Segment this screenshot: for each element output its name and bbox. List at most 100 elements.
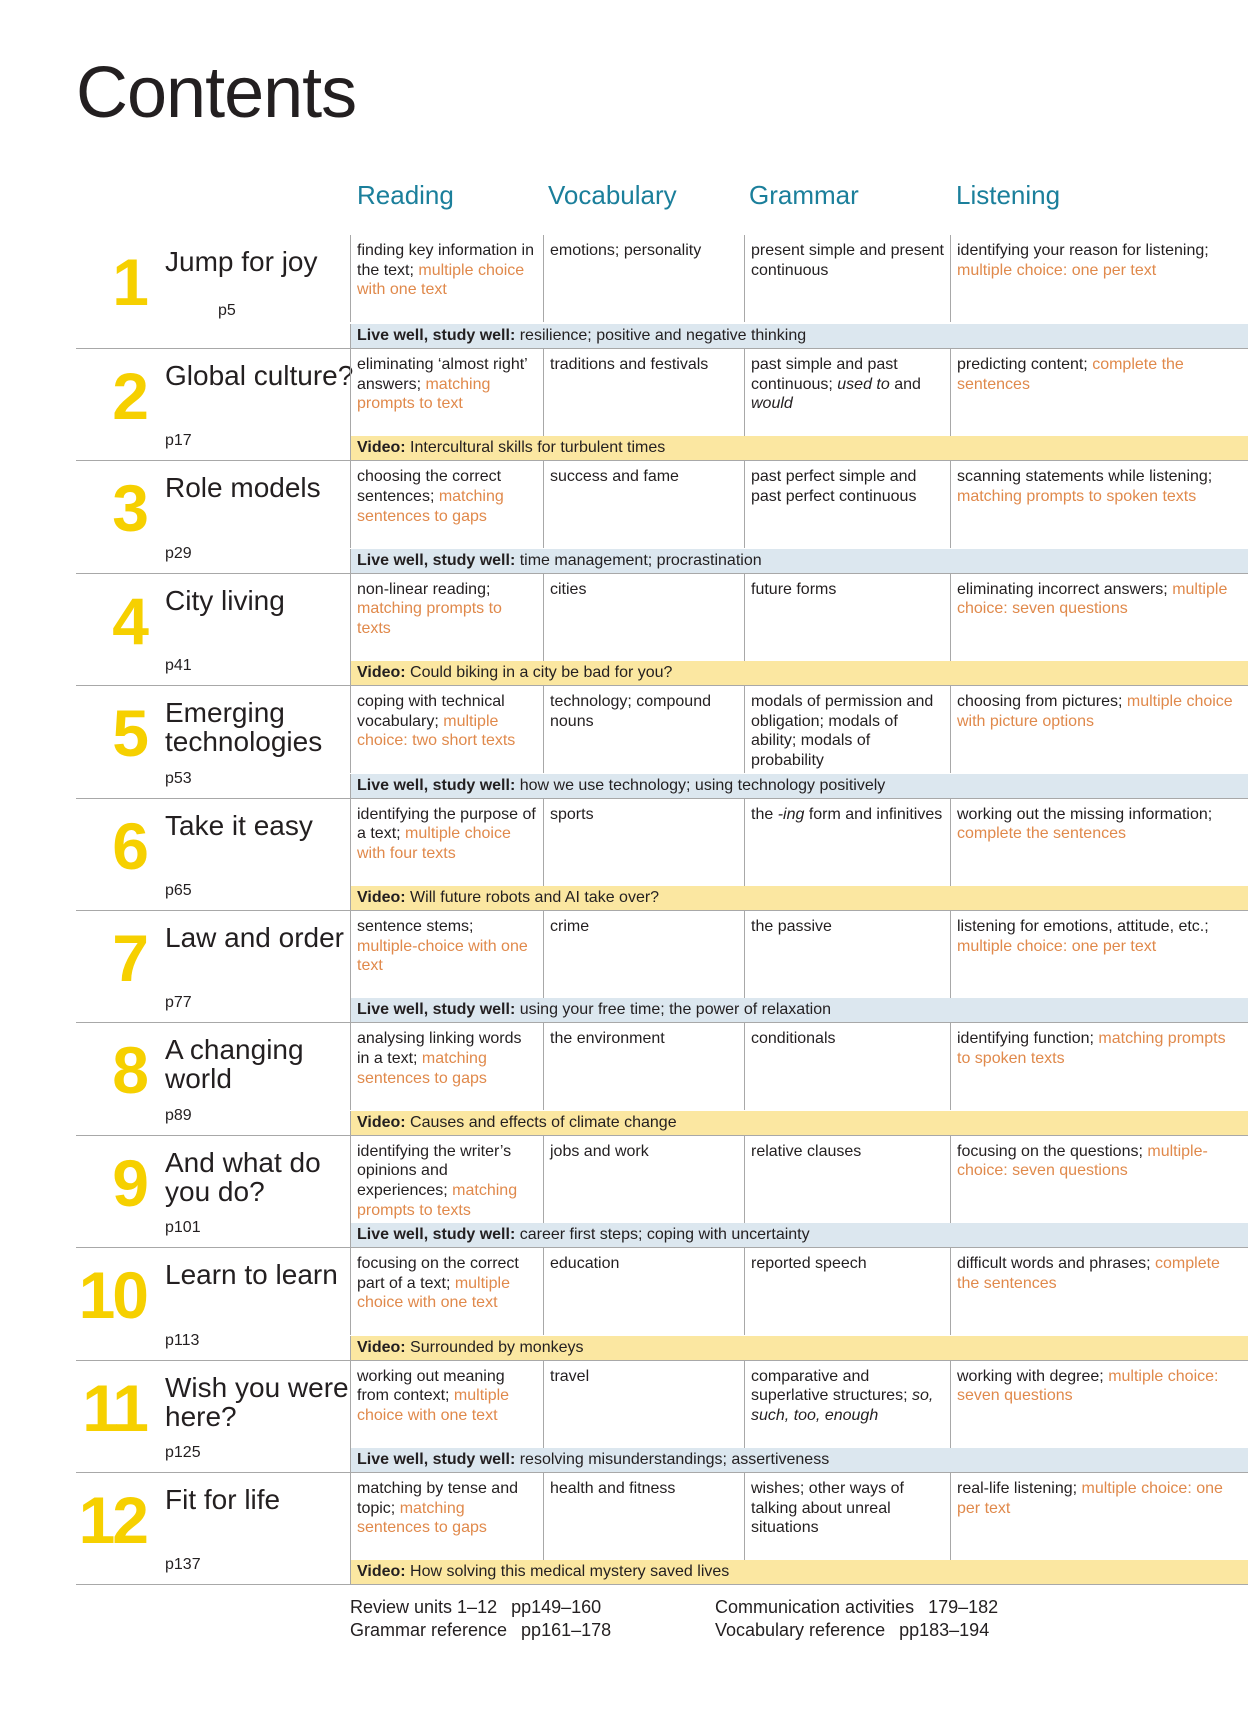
- unit-row: 7 Law and order p77 sentence stems; multipl…: [76, 910, 1248, 1024]
- unit-title[interactable]: Wish you were here?: [165, 1371, 349, 1432]
- footer-item[interactable]: Grammar reference pp161–178: [350, 1620, 612, 1640]
- cell-text: past simple and past continuous;: [751, 356, 898, 393]
- video-band[interactable]: Video: Could biking in a city be bad for…: [350, 661, 1248, 686]
- unit-title[interactable]: Emerging technologies: [165, 697, 323, 758]
- task-type: matching sentences to gaps: [357, 487, 504, 525]
- reading-cell: analysing linking words in a text; match…: [350, 1023, 543, 1111]
- cell-text: choosing from pictures;: [957, 693, 1127, 711]
- band-label: Video:: [357, 1563, 406, 1581]
- unit-title[interactable]: Take it easy: [165, 809, 313, 841]
- video-band[interactable]: Video: Intercultural skills for turbulen…: [350, 436, 1248, 461]
- unit-title[interactable]: Learn to learn: [165, 1259, 338, 1291]
- listening-cell: real-life listening; multiple choice: on…: [950, 1472, 1248, 1560]
- cell-text: past perfect simple and past perfect con…: [751, 468, 917, 505]
- band-label: Video:: [357, 1338, 406, 1356]
- unit-row: 9 And what do you do? p101 identifying the …: [76, 1135, 1248, 1249]
- listening-cell: predicting content; complete the sentenc…: [950, 349, 1248, 436]
- unit-number: 9: [112, 1145, 149, 1220]
- vocabulary-cell: jobs and work: [543, 1135, 744, 1223]
- video-band[interactable]: Video: Surrounded by monkeys: [350, 1335, 1248, 1360]
- footer-item[interactable]: Vocabulary reference pp183–194: [715, 1620, 990, 1640]
- task-type: complete the sentences: [957, 825, 1126, 843]
- unit-page[interactable]: p125: [165, 1443, 201, 1461]
- cell-text: predicting content;: [957, 356, 1093, 373]
- unit-title[interactable]: Jump for joy: [165, 246, 318, 277]
- live-well-band: Live well, study well: resilience; posit…: [350, 324, 1248, 348]
- video-band[interactable]: Video: How solving this medical mystery …: [350, 1560, 1248, 1585]
- cell-text: analysing linking words in a text;: [357, 1030, 522, 1067]
- unit-cells: identifying the writer’s opinions and ex…: [350, 1135, 1248, 1223]
- task-type: matching sentences to gaps: [357, 1049, 487, 1087]
- unit-row: 8 A changing world p89 analysing linking wo…: [76, 1023, 1248, 1136]
- grammar-cell: the -ing form and infinitives: [744, 798, 950, 886]
- band-text: how we use technology; using technology …: [515, 776, 886, 794]
- footer-item[interactable]: Communication activities 179–182: [715, 1597, 999, 1617]
- unit-number: 11: [82, 1370, 149, 1445]
- task-type: matching prompts to text: [357, 375, 491, 413]
- unit-cells: coping with technical vocabulary; multip…: [350, 686, 1248, 774]
- grammar-cell: wishes; other ways of talking about unre…: [744, 1472, 950, 1560]
- cell-text: sports: [550, 805, 594, 823]
- grammar-cell: conditionals: [744, 1023, 950, 1111]
- cell-text: identifying the purpose of a text;: [357, 805, 536, 843]
- vocabulary-cell: health and fitness: [543, 1472, 744, 1560]
- unit-page[interactable]: p65: [165, 881, 192, 899]
- cell-text: identifying your reason for listening;: [957, 242, 1209, 259]
- unit-cells: matching by tense and topic; matching se…: [350, 1472, 1248, 1560]
- footer-right: Communication activities 179–182 Vocabula…: [715, 1596, 998, 1642]
- unit-page[interactable]: p29: [165, 544, 192, 562]
- unit-title[interactable]: Role models: [165, 472, 321, 504]
- unit-title[interactable]: A changing world: [165, 1034, 304, 1095]
- band-text: Could biking in a city be bad for you?: [405, 664, 673, 682]
- task-type: multiple choice: seven questions: [957, 580, 1228, 618]
- unit-page[interactable]: p41: [165, 657, 192, 675]
- unit-page[interactable]: p53: [165, 769, 192, 787]
- unit-page[interactable]: p137: [165, 1556, 201, 1574]
- unit-title[interactable]: City living: [165, 584, 285, 616]
- cell-text: modals of permission and obligation; mod…: [751, 693, 934, 769]
- unit-row: 1 Jump for joy p5 finding key information i…: [76, 235, 1248, 349]
- unit-page[interactable]: p5: [218, 302, 236, 319]
- unit-page[interactable]: p89: [165, 1106, 192, 1124]
- column-header-vocabulary: Vocabulary: [548, 180, 677, 210]
- vocabulary-cell: crime: [543, 910, 744, 998]
- unit-page[interactable]: p17: [165, 432, 192, 450]
- cell-text: technology; compound nouns: [550, 693, 711, 730]
- reading-cell: non-linear reading; matching prompts to …: [350, 573, 543, 661]
- cell-text: health and fitness: [550, 1479, 676, 1497]
- unit-page[interactable]: p101: [165, 1219, 201, 1237]
- band-text: using your free time; the power of relax…: [515, 1001, 831, 1019]
- grammar-cell: past perfect simple and past perfect con…: [744, 461, 950, 549]
- cell-text: eliminating ‘almost right’ answers;: [357, 356, 528, 393]
- unit-title[interactable]: Global culture?: [165, 360, 354, 391]
- cell-text: the: [751, 805, 778, 823]
- unit-title[interactable]: Fit for life: [165, 1483, 281, 1515]
- contents-table: 1 Jump for joy p5 finding key information i…: [76, 235, 1248, 1586]
- column-header-reading: Reading: [357, 180, 454, 210]
- video-band[interactable]: Video: Causes and effects of climate cha…: [350, 1110, 1248, 1135]
- unit-title[interactable]: Law and order: [165, 921, 345, 953]
- unit-page[interactable]: p113: [165, 1331, 200, 1349]
- cell-text: working out the missing information;: [957, 805, 1213, 823]
- cell-text: coping with technical vocabulary;: [357, 693, 505, 730]
- unit-number: 6: [112, 808, 149, 883]
- listening-cell: scanning statements while listening; mat…: [950, 461, 1248, 549]
- unit-page[interactable]: p77: [165, 994, 192, 1012]
- cell-text: and: [889, 375, 921, 393]
- live-well-band: Live well, study well: career first step…: [350, 1223, 1248, 1248]
- unit-title[interactable]: And what do you do?: [165, 1146, 321, 1207]
- footer-item[interactable]: Review units 1–12 pp149–160: [350, 1597, 602, 1617]
- task-type: multiple choice: two short texts: [357, 712, 516, 750]
- unit-number: 8: [112, 1033, 149, 1108]
- video-band[interactable]: Video: Will future robots and AI take ov…: [350, 885, 1248, 910]
- unit-row: 11 Wish you were here? p125 working out mea…: [76, 1360, 1248, 1473]
- cell-text: scanning statements while listening;: [957, 468, 1213, 486]
- cell-text: non-linear reading;: [357, 580, 491, 598]
- cell-text: identifying the writer’s opinions and ex…: [357, 1142, 512, 1199]
- band-label: Live well, study well:: [357, 1226, 516, 1244]
- cell-text: comparative and superlative structures;: [751, 1367, 912, 1405]
- band-text: Causes and effects of climate change: [405, 1113, 677, 1131]
- cell-text: listening for emotions, attitude, etc.;: [957, 917, 1209, 935]
- cell-text: wishes; other ways of talking about unre…: [751, 1479, 904, 1537]
- unit-number: 10: [78, 1258, 149, 1333]
